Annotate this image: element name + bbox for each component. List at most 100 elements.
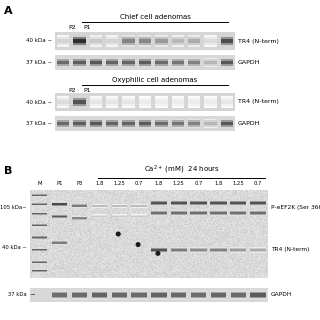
Bar xyxy=(92,206,107,207)
Bar xyxy=(139,124,151,125)
Bar xyxy=(250,251,266,252)
Bar xyxy=(190,200,207,201)
Bar xyxy=(92,298,107,300)
Bar xyxy=(90,58,102,59)
Bar xyxy=(139,96,151,98)
Bar xyxy=(123,127,135,128)
Bar xyxy=(52,205,68,206)
Bar xyxy=(90,120,102,122)
Bar xyxy=(171,203,187,204)
Bar xyxy=(111,207,127,208)
Bar xyxy=(72,292,87,293)
Bar xyxy=(139,64,151,66)
Bar xyxy=(106,64,118,66)
Bar xyxy=(171,295,187,297)
Bar xyxy=(230,203,246,204)
Text: P2: P2 xyxy=(68,25,76,30)
Bar xyxy=(151,247,167,248)
Bar xyxy=(111,214,127,215)
Bar xyxy=(90,106,102,108)
Bar xyxy=(131,206,147,207)
Bar xyxy=(73,61,86,62)
Bar xyxy=(230,295,246,297)
Bar xyxy=(32,238,47,239)
Bar xyxy=(190,251,207,252)
Bar xyxy=(123,104,135,106)
Bar xyxy=(250,202,266,203)
Bar xyxy=(57,124,69,125)
Bar xyxy=(73,37,86,39)
Text: 1.25: 1.25 xyxy=(173,181,185,186)
Bar xyxy=(57,58,69,59)
Bar xyxy=(151,211,167,212)
Bar xyxy=(111,205,127,206)
Bar xyxy=(73,98,86,100)
Bar xyxy=(250,293,266,295)
Bar xyxy=(210,210,227,211)
Bar xyxy=(73,102,86,104)
Bar xyxy=(73,59,86,61)
Bar xyxy=(230,202,246,203)
Bar xyxy=(92,215,107,216)
Bar xyxy=(106,100,118,102)
Bar xyxy=(111,217,127,218)
Bar xyxy=(73,45,86,47)
Bar xyxy=(73,127,86,128)
Text: 1.8: 1.8 xyxy=(155,181,163,186)
Bar xyxy=(210,248,227,249)
Bar xyxy=(52,204,68,205)
Text: 1.8: 1.8 xyxy=(95,181,104,186)
Bar xyxy=(57,102,69,104)
Bar xyxy=(57,106,69,108)
Bar xyxy=(151,213,167,214)
Bar xyxy=(90,41,102,43)
Bar xyxy=(190,215,207,216)
Bar xyxy=(172,104,184,106)
Bar xyxy=(123,100,135,102)
Bar xyxy=(32,270,47,271)
Bar xyxy=(172,58,184,59)
Bar xyxy=(250,295,266,297)
Bar xyxy=(188,62,200,64)
Bar xyxy=(210,252,227,253)
Bar xyxy=(172,41,184,43)
Bar xyxy=(32,205,47,206)
Bar xyxy=(190,204,207,205)
Text: 105 kDa~: 105 kDa~ xyxy=(1,205,27,210)
Bar xyxy=(52,215,68,216)
Bar xyxy=(188,102,200,104)
Bar xyxy=(155,39,167,41)
Bar xyxy=(106,104,118,106)
Bar xyxy=(72,293,87,295)
Bar xyxy=(204,64,217,66)
Bar xyxy=(72,297,87,298)
Bar xyxy=(230,292,246,293)
Bar xyxy=(52,242,68,243)
Text: 40 kDa ~: 40 kDa ~ xyxy=(2,245,27,250)
Bar xyxy=(106,127,118,128)
Bar xyxy=(210,202,227,203)
Bar xyxy=(72,298,87,300)
Bar xyxy=(204,39,217,41)
Bar xyxy=(204,124,217,125)
Bar xyxy=(90,59,102,61)
Bar xyxy=(230,214,246,215)
Bar xyxy=(111,293,127,295)
Bar xyxy=(90,119,102,120)
Bar xyxy=(210,215,227,216)
Bar xyxy=(123,59,135,61)
Bar xyxy=(155,100,167,102)
Bar xyxy=(123,35,135,37)
Text: Ca$^{2+}$ (mM)  24 hours: Ca$^{2+}$ (mM) 24 hours xyxy=(143,164,220,176)
Bar xyxy=(57,119,69,120)
Text: B: B xyxy=(4,166,12,176)
Circle shape xyxy=(156,252,160,255)
Bar xyxy=(57,100,69,102)
Bar xyxy=(92,293,107,295)
Bar xyxy=(106,61,118,62)
Bar xyxy=(52,241,68,242)
Bar xyxy=(211,293,226,295)
Bar xyxy=(57,66,69,68)
Bar xyxy=(171,212,187,213)
Bar xyxy=(171,215,187,216)
